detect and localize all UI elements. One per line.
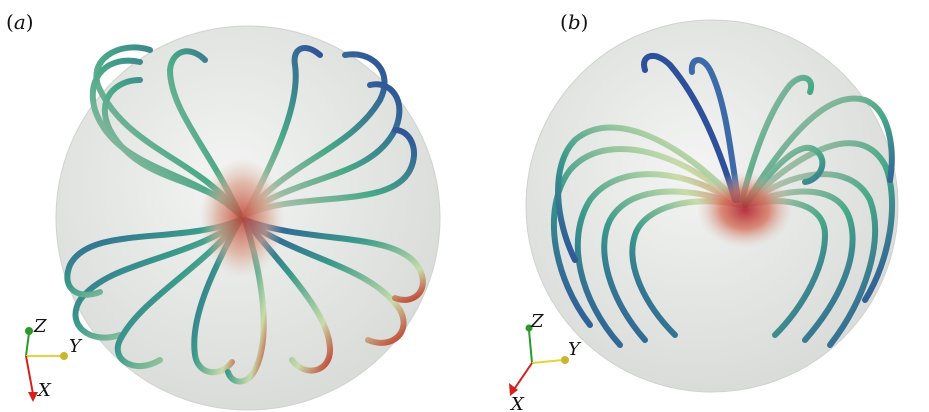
panel-b: (b) [470, 0, 929, 412]
streamline-scene-a: Z Y X [25, 25, 441, 411]
core-a [200, 158, 284, 278]
axis-z-label-a: Z [33, 316, 47, 337]
streamline-scene-b: Z Y X [509, 19, 899, 412]
panel-b-label: (b) [560, 10, 589, 34]
core-b [697, 172, 793, 248]
axis-y-label-a: Y [69, 336, 83, 357]
axis-triad-b: Z Y X [509, 311, 582, 412]
axis-x-label-b: X [509, 394, 525, 412]
panel-a: (a) [6, 10, 441, 411]
panel-a-label: (a) [6, 10, 34, 34]
axis-triad-a: Z Y X [25, 316, 83, 402]
axis-x-label-a: X [36, 380, 52, 401]
axis-z-label-b: Z [530, 311, 544, 332]
axis-y-label-b: Y [568, 339, 582, 360]
streamlines-a [64, 44, 426, 385]
